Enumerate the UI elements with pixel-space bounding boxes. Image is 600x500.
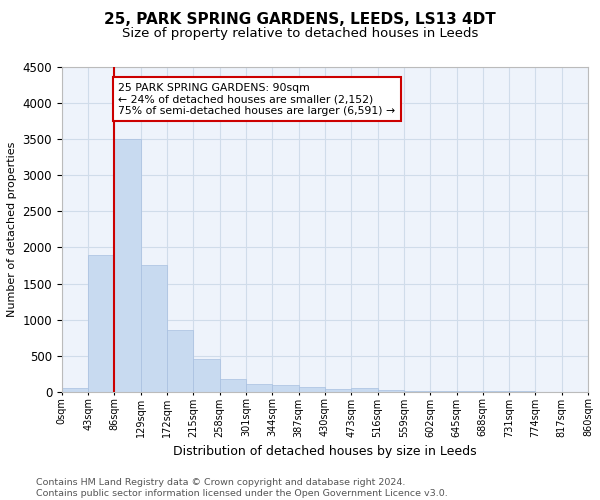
Y-axis label: Number of detached properties: Number of detached properties <box>7 142 17 317</box>
Text: 25 PARK SPRING GARDENS: 90sqm
← 24% of detached houses are smaller (2,152)
75% o: 25 PARK SPRING GARDENS: 90sqm ← 24% of d… <box>118 83 395 116</box>
Bar <box>220 379 246 392</box>
Bar <box>88 254 115 392</box>
Bar <box>430 391 457 392</box>
Text: Contains HM Land Registry data © Crown copyright and database right 2024.
Contai: Contains HM Land Registry data © Crown c… <box>36 478 448 498</box>
Bar <box>351 388 377 392</box>
Text: 25, PARK SPRING GARDENS, LEEDS, LS13 4DT: 25, PARK SPRING GARDENS, LEEDS, LS13 4DT <box>104 12 496 28</box>
Bar <box>62 388 88 392</box>
Bar <box>299 388 325 392</box>
Bar <box>404 390 430 392</box>
X-axis label: Distribution of detached houses by size in Leeds: Distribution of detached houses by size … <box>173 445 477 458</box>
Bar <box>115 139 141 392</box>
Bar <box>377 390 404 392</box>
Bar <box>325 388 351 392</box>
Bar <box>272 386 299 392</box>
Bar <box>457 391 483 392</box>
Bar <box>246 384 272 392</box>
Bar <box>141 266 167 392</box>
Bar <box>193 360 220 392</box>
Bar <box>167 330 193 392</box>
Text: Size of property relative to detached houses in Leeds: Size of property relative to detached ho… <box>122 28 478 40</box>
